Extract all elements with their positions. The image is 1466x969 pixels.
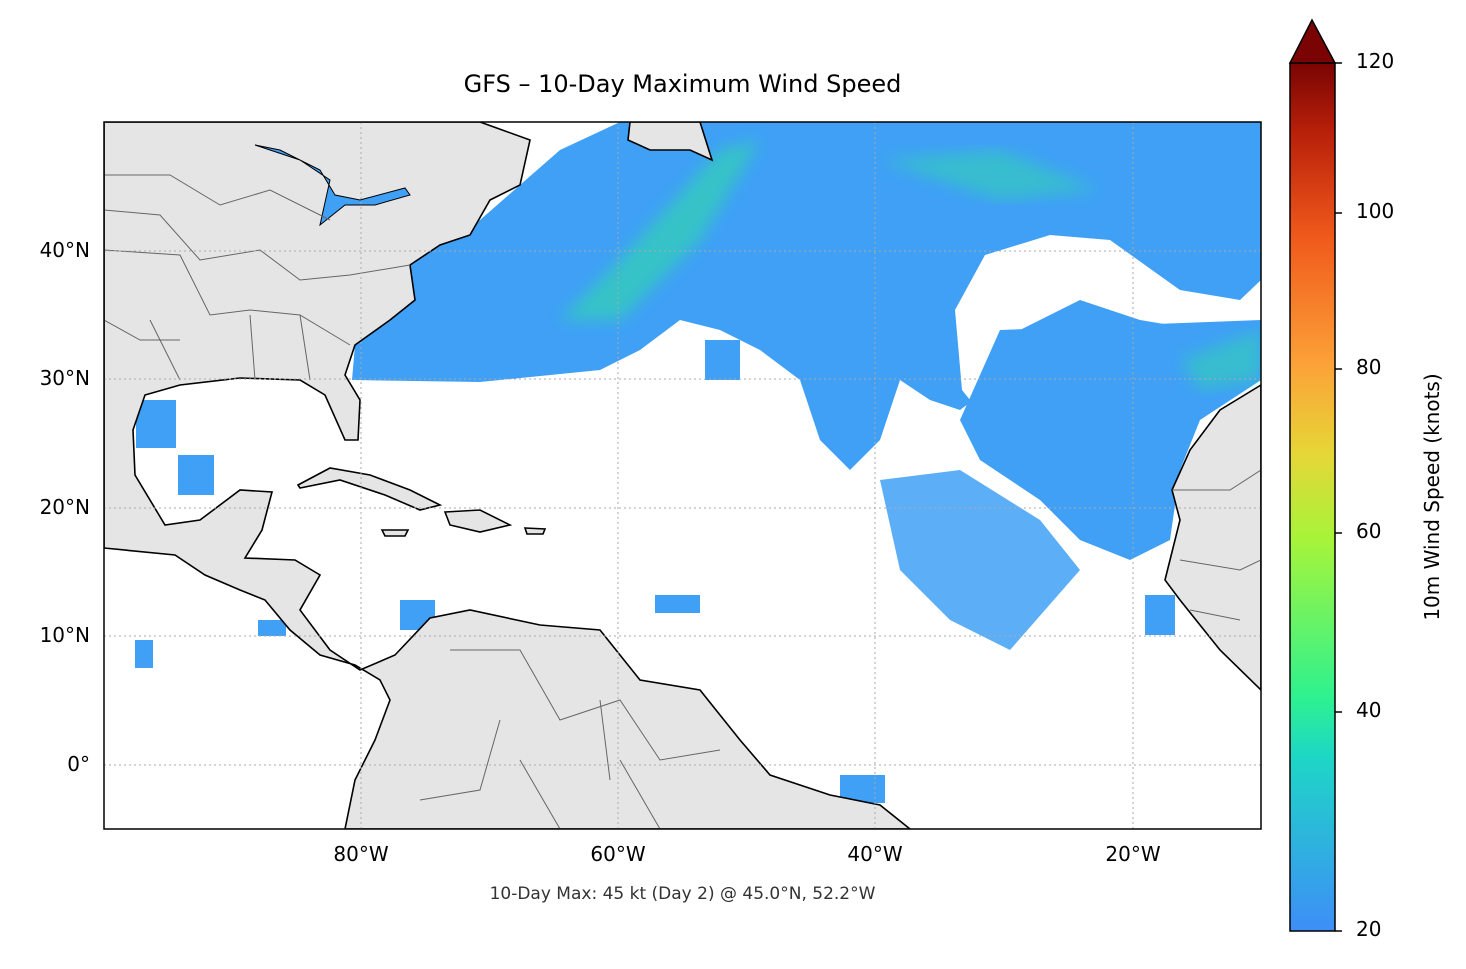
- africa: [1164, 384, 1261, 692]
- colorbar-tick-label: 40: [1356, 698, 1382, 722]
- colorbar-tick-label: 80: [1356, 355, 1382, 379]
- jamaica: [380, 529, 410, 537]
- colorbar-extend-arrow: [1288, 18, 1337, 64]
- x-tick-label: 80°W: [333, 842, 389, 866]
- land-layer: [104, 122, 1261, 829]
- y-tick-label: 10°N: [39, 623, 90, 647]
- americas-landmass: [104, 122, 912, 829]
- x-tick-label: 60°W: [590, 842, 646, 866]
- colorbar-label: 10m Wind Speed (knots): [1420, 373, 1444, 621]
- wind-swath-layer: [135, 122, 1261, 803]
- colorbar-tick-label: 60: [1356, 519, 1382, 543]
- hispaniola: [443, 509, 513, 533]
- borders: [104, 174, 1261, 829]
- newfoundland: [627, 122, 714, 162]
- y-tick-label: 0°: [67, 752, 90, 776]
- wind-swath-east: [960, 320, 1261, 560]
- y-tick-label: 40°N: [39, 238, 90, 262]
- colorbar: [1288, 18, 1342, 932]
- colorbar-gradient: [1289, 62, 1336, 932]
- colorbar-tick-label: 120: [1356, 49, 1395, 73]
- colorbar-tick-label: 100: [1356, 199, 1395, 223]
- wind-swath-tropics: [880, 470, 1080, 650]
- max-wind-annotation: 10-Day Max: 45 kt (Day 2) @ 45.0°N, 52.2…: [489, 884, 876, 904]
- map-frame: [103, 121, 1262, 830]
- y-tick-label: 30°N: [39, 366, 90, 390]
- chart-title: GFS – 10-Day Maximum Wind Speed: [463, 70, 902, 98]
- x-tick-label: 40°W: [847, 842, 903, 866]
- colorbar-tick-label: 20: [1356, 917, 1382, 941]
- y-tick-label: 20°N: [39, 495, 90, 519]
- x-tick-label: 20°W: [1105, 842, 1161, 866]
- puerto-rico: [523, 527, 547, 535]
- great-lakes: [254, 144, 411, 227]
